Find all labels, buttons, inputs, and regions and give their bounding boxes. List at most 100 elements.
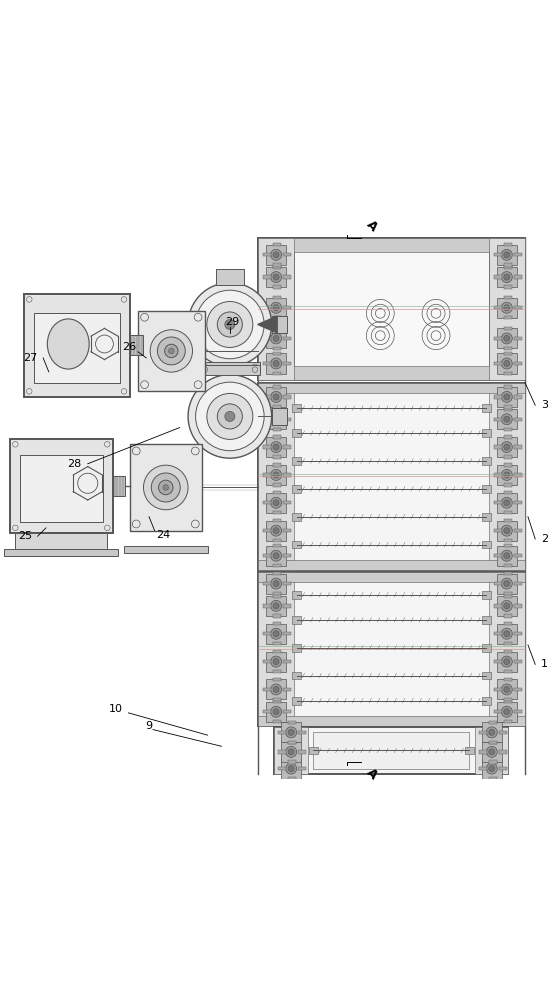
Bar [504, 483, 512, 487]
Bar [514, 395, 522, 399]
Bar [489, 757, 497, 760]
Text: 9: 9 [146, 721, 153, 731]
Bar [504, 698, 512, 701]
Bar [273, 352, 281, 355]
Bar [266, 546, 286, 566]
Circle shape [270, 358, 282, 369]
Bar [504, 622, 512, 625]
Circle shape [157, 337, 185, 365]
Bar [258, 572, 525, 726]
Bar [514, 604, 522, 608]
Circle shape [270, 656, 282, 667]
Bar [258, 383, 525, 570]
Bar [278, 731, 286, 734]
Bar [258, 572, 294, 726]
Bar [263, 688, 271, 691]
Bar [494, 445, 502, 449]
Circle shape [489, 749, 494, 755]
Circle shape [270, 302, 282, 313]
Circle shape [188, 375, 272, 458]
Bar [266, 409, 286, 429]
Text: 10: 10 [109, 704, 123, 714]
Bar [494, 337, 502, 340]
Bar [273, 519, 281, 522]
Bar [283, 529, 291, 532]
Bar [504, 316, 512, 319]
Bar [263, 362, 271, 365]
Bar [258, 238, 525, 380]
Bar [497, 624, 517, 644]
Bar [216, 269, 244, 285]
Bar [263, 275, 271, 279]
Bar [288, 741, 296, 744]
Bar [489, 741, 497, 744]
Circle shape [270, 600, 282, 611]
Bar [263, 253, 271, 256]
Bar [514, 337, 522, 340]
Bar [497, 267, 517, 287]
Circle shape [504, 603, 510, 609]
Bar [273, 698, 281, 701]
Bar [504, 539, 512, 542]
Bar [273, 428, 281, 431]
Bar [273, 263, 281, 267]
Bar [504, 720, 512, 723]
Bar [499, 767, 507, 770]
Bar [504, 263, 512, 267]
Bar [494, 306, 502, 309]
Bar [283, 582, 291, 585]
Bar [288, 757, 296, 760]
Bar [129, 444, 202, 531]
Bar [258, 383, 525, 393]
Circle shape [501, 469, 512, 480]
Bar [4, 549, 118, 556]
Circle shape [270, 525, 282, 536]
Bar [263, 554, 271, 557]
Bar [482, 722, 502, 742]
Bar [273, 265, 281, 269]
Bar [124, 546, 208, 553]
Bar [266, 702, 286, 722]
Circle shape [486, 727, 497, 738]
Bar [273, 678, 281, 681]
Bar [504, 455, 512, 459]
Circle shape [273, 603, 279, 609]
Bar [266, 596, 286, 616]
Bar [504, 592, 512, 595]
Bar [298, 731, 306, 734]
Circle shape [273, 686, 279, 692]
Circle shape [270, 414, 282, 425]
Bar [263, 473, 271, 477]
Circle shape [273, 709, 279, 715]
Circle shape [273, 631, 279, 637]
Bar [273, 455, 281, 459]
Bar [292, 697, 301, 705]
Circle shape [504, 305, 510, 311]
Bar [273, 720, 281, 723]
Circle shape [273, 335, 279, 341]
Bar [263, 445, 271, 449]
Bar [292, 541, 301, 548]
Bar [273, 243, 281, 246]
Bar [113, 476, 125, 496]
Bar [273, 622, 281, 625]
Bar [283, 362, 291, 365]
Circle shape [501, 525, 512, 536]
Bar [514, 710, 522, 713]
Bar [482, 742, 502, 762]
Bar [273, 539, 281, 542]
Bar [273, 592, 281, 595]
Bar [263, 337, 271, 340]
Bar [273, 650, 281, 653]
Bar [479, 731, 487, 734]
Bar [258, 560, 525, 570]
Bar [263, 306, 271, 309]
Bar [34, 313, 119, 383]
Bar [138, 311, 205, 391]
Circle shape [165, 344, 178, 358]
Circle shape [270, 706, 282, 717]
Bar [497, 245, 517, 265]
Bar [292, 616, 301, 624]
Bar [475, 727, 508, 774]
Bar [514, 418, 522, 421]
